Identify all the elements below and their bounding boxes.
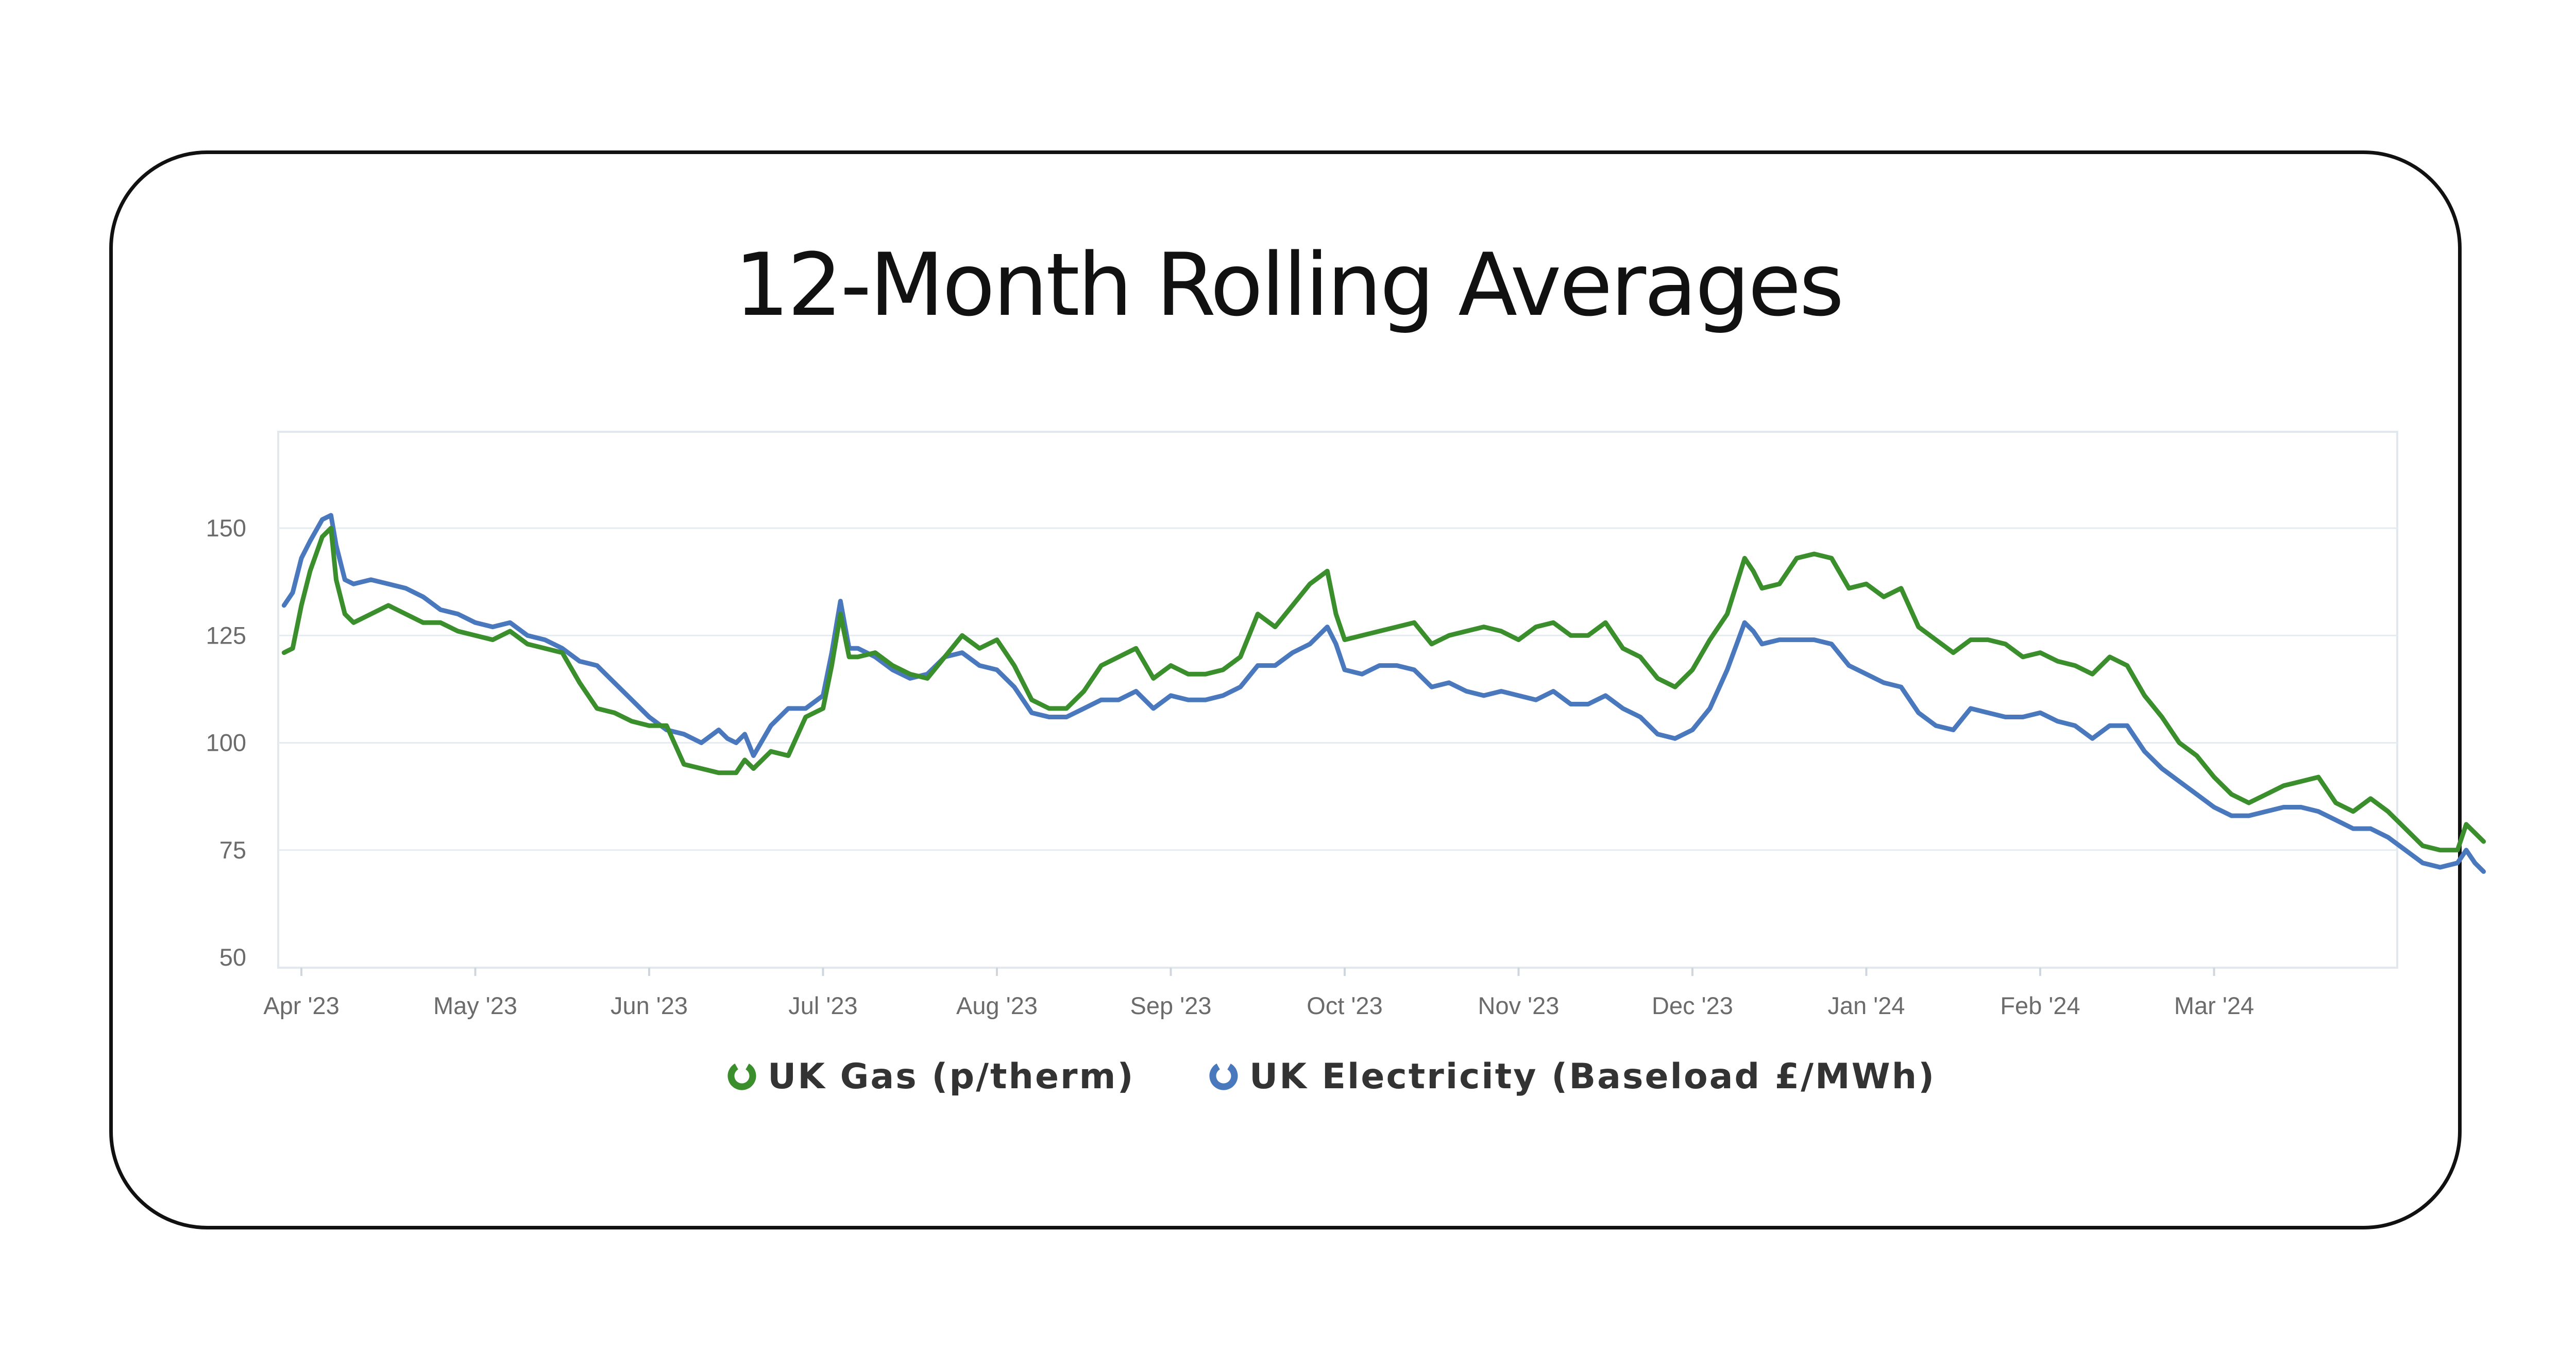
legend-marker-icon[interactable] [727, 1061, 756, 1090]
plot-area [277, 431, 2398, 969]
chart-title: 12-Month Rolling Averages [734, 234, 1844, 335]
x-tick-label: Mar '24 [2174, 992, 2254, 1019]
legend-label[interactable]: UK Electricity (Baseload £/MWh) [1249, 1056, 1936, 1097]
y-tick-label: 125 [206, 621, 246, 649]
x-tick-label: Dec '23 [1652, 992, 1733, 1019]
legend-marker-icon[interactable] [1209, 1061, 1238, 1090]
y-tick-label: 150 [206, 514, 246, 542]
x-tick-label: Oct '23 [1307, 992, 1382, 1019]
x-tick-label: Jul '23 [788, 992, 857, 1019]
series-line-0 [281, 526, 2486, 853]
x-tick-label: Aug '23 [956, 992, 1038, 1019]
x-tick-label: Apr '23 [263, 992, 339, 1019]
x-tick-label: Feb '24 [2000, 992, 2080, 1019]
x-tick-label: Sep '23 [1130, 992, 1212, 1019]
y-tick-label: 50 [219, 943, 246, 971]
x-tick-label: May '23 [433, 992, 517, 1019]
y-tick-label: 100 [206, 729, 246, 756]
series-line-1 [281, 513, 2486, 874]
x-tick-label: Jan '24 [1827, 992, 1905, 1019]
y-tick-label: 75 [219, 836, 246, 864]
x-tick-label: Nov '23 [1478, 992, 1560, 1019]
x-tick-label: Jun '23 [611, 992, 688, 1019]
legend-label[interactable]: UK Gas (p/therm) [768, 1056, 1135, 1097]
